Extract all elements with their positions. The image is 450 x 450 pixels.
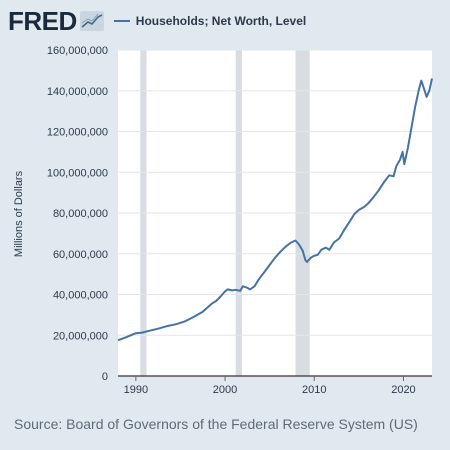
y-tick-label: 120,000,000 [47,127,108,139]
y-tick-label: 100,000,000 [47,167,108,179]
y-axis-label: Millions of Dollars [13,170,25,257]
legend-label-series[interactable]: Households; Net Worth, Level [135,14,307,28]
y-tick-label: 160,000,000 [47,45,108,57]
x-tick-label: 2020 [391,384,415,396]
chart-header: FRED Households; Net Worth, Level [8,6,306,36]
trend-graph-icon [79,11,104,31]
y-tick-label: 20,000,000 [53,330,108,342]
y-tick-label: 0 [102,371,108,383]
x-tick-label: 2000 [213,384,237,396]
x-tick-label: 2010 [302,384,326,396]
legend-swatch [113,20,130,22]
y-tick-label: 140,000,000 [47,86,108,98]
fred-logo[interactable]: FRED [8,6,77,36]
y-tick-label: 40,000,000 [53,290,108,302]
y-tick-label: 60,000,000 [53,249,108,261]
x-tick-label: 1990 [124,384,148,396]
y-tick-label: 80,000,000 [53,208,108,220]
series-line[interactable] [117,78,433,342]
line-chart[interactable]: 0 20,000,000 40,000,000 60,000,000 80,000,00… [0,36,450,402]
source-note: Source: Board of Governors of the Federa… [14,416,418,432]
legend: Households; Net Worth, Level [113,14,307,28]
